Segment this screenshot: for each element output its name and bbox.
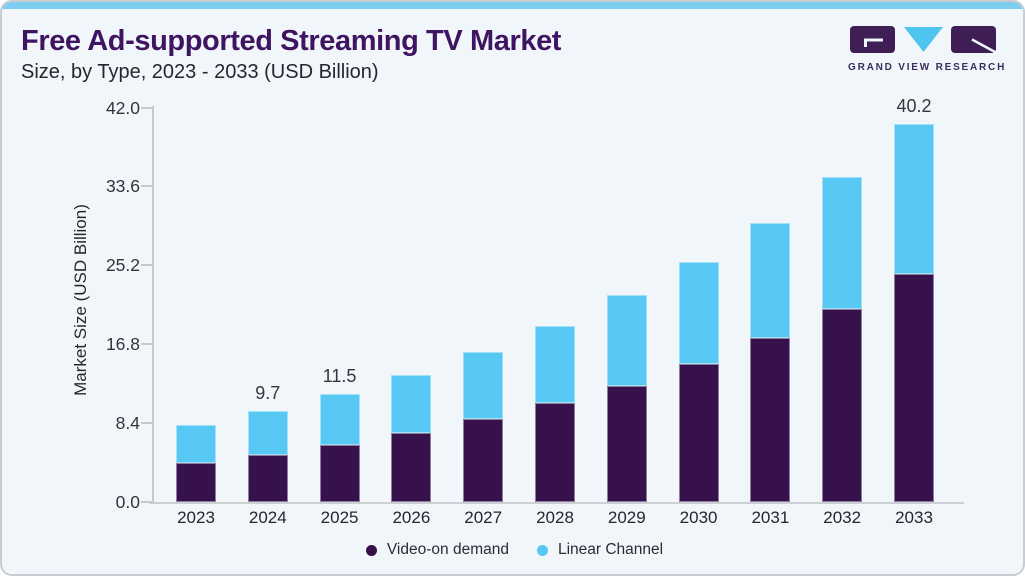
- y-axis-tick: [141, 106, 153, 109]
- x-tick-label: 2032: [823, 508, 862, 527]
- bar-segment-linear-channel: [606, 295, 647, 386]
- x-tick-label: 2029: [607, 508, 646, 527]
- bar-segment-video-on-demand: [247, 455, 288, 502]
- chart-legend: Video-on demand Linear Channel: [2, 541, 1023, 559]
- y-tick-label: 25.2: [105, 255, 140, 276]
- y-axis-tick: [141, 422, 153, 425]
- bar-segment-video-on-demand: [750, 337, 791, 502]
- bar-segment-linear-channel: [750, 223, 791, 338]
- chart-title: Free Ad-supported Streaming TV Market: [21, 25, 562, 57]
- y-axis-tick: [141, 185, 153, 188]
- card-top-accent-bar: [2, 2, 1023, 9]
- chart-header: Free Ad-supported Streaming TV Market Si…: [21, 25, 562, 84]
- y-axis-tick: [141, 264, 153, 267]
- x-tick-label: 2027: [464, 508, 503, 527]
- bar-segment-video-on-demand: [319, 444, 360, 502]
- logo-wordmark: GRAND VIEW RESEARCH: [848, 62, 1007, 73]
- bar-segment-video-on-demand: [176, 462, 216, 502]
- bar-segment-linear-channel: [822, 177, 863, 309]
- chart-subtitle: Size, by Type, 2023 - 2033 (USD Billion): [21, 60, 379, 83]
- x-tick-label: 2028: [536, 508, 574, 527]
- y-tick-label: 8.4: [115, 413, 140, 434]
- gvr-logo-icon: [850, 26, 996, 54]
- x-axis-line: [149, 502, 964, 504]
- y-axis-tick: [141, 501, 153, 503]
- legend-item: Linear Channel: [536, 541, 664, 559]
- y-axis-title: Market Size (USD Billion): [71, 204, 90, 396]
- x-tick-label: 2030: [679, 508, 718, 527]
- bar-segment-video-on-demand: [535, 403, 575, 502]
- legend-dot-icon: [536, 544, 548, 556]
- grand-view-research-logo: GRAND VIEW RESEARCH: [848, 26, 1007, 73]
- bar-segment-video-on-demand: [463, 419, 504, 502]
- bar-segment-linear-channel: [247, 410, 288, 456]
- legend-label: Video-on demand: [386, 541, 509, 558]
- bar-value-label: 9.7: [255, 382, 281, 403]
- bar-segment-video-on-demand: [391, 433, 432, 502]
- y-tick-label: 42.0: [105, 97, 140, 118]
- bar-segment-video-on-demand: [822, 308, 863, 502]
- bar-segment-video-on-demand: [894, 273, 934, 502]
- legend-item: Video-on demand: [365, 541, 509, 559]
- bar-segment-linear-channel: [463, 351, 504, 420]
- y-axis-line: [152, 106, 154, 503]
- bar-segment-linear-channel: [176, 424, 216, 463]
- bar-segment-linear-channel: [535, 326, 575, 404]
- x-tick-label: 2025: [320, 508, 359, 527]
- bar-segment-linear-channel: [678, 261, 719, 364]
- y-tick-label: 16.8: [105, 334, 140, 355]
- x-tick-label: 2026: [392, 508, 431, 527]
- legend-dot-icon: [365, 544, 377, 556]
- bar-segment-linear-channel: [894, 124, 934, 274]
- legend-label: Linear Channel: [557, 541, 664, 558]
- bar-segment-video-on-demand: [606, 385, 647, 502]
- x-tick-label: 2033: [895, 508, 933, 527]
- x-tick-label: 2023: [177, 508, 215, 527]
- x-tick-label: 2031: [751, 508, 790, 527]
- y-axis-tick: [141, 343, 153, 346]
- bar-segment-linear-channel: [319, 393, 360, 445]
- bar-segment-video-on-demand: [678, 363, 719, 502]
- bar-segment-linear-channel: [391, 375, 432, 434]
- x-tick-label: 2024: [248, 508, 287, 527]
- y-tick-label: 33.6: [105, 176, 140, 197]
- bar-value-label: 11.5: [322, 365, 357, 386]
- y-tick-label: 0.0: [115, 492, 140, 512]
- bar-value-label: 40.2: [896, 96, 932, 117]
